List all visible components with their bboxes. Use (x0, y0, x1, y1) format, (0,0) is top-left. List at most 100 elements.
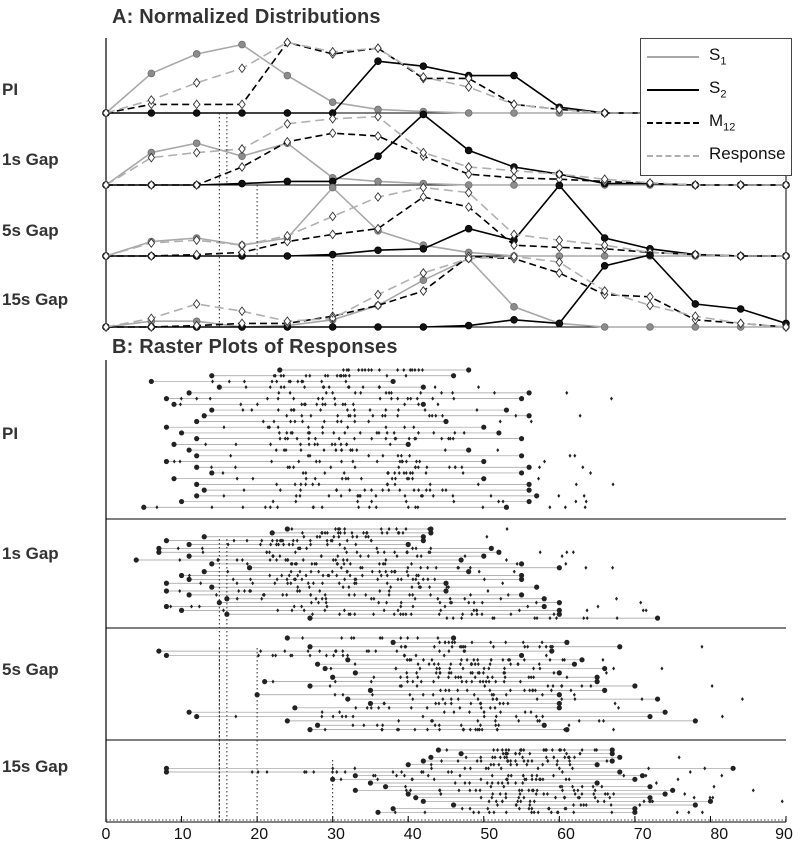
raster-response-1s-gap-18-7 (448, 596, 452, 601)
raster-response-5s-gap-18-3 (320, 714, 324, 719)
raster-response-pi-20-5 (299, 482, 303, 487)
raster-trial-start-1s-gap-2 (201, 534, 207, 540)
raster-response-pi-16-6 (339, 459, 343, 464)
raster-response-15s-gap-11-15 (530, 788, 534, 793)
raster-response-1s-gap-11-8 (378, 569, 382, 574)
raster-response-pi-5-0 (396, 396, 400, 401)
raster-response-15s-gap-9-1 (453, 781, 457, 785)
raster-response-1s-gap-17-15 (309, 592, 313, 597)
raster-trial-end-5s-gap-21 (564, 727, 570, 733)
raster-response-5s-gap-18-2 (351, 714, 355, 719)
raster-response-1s-gap-8-0 (240, 558, 244, 562)
raster-response-15s-gap-12-1 (592, 792, 596, 796)
point-s2-5s-gap-5 (328, 250, 337, 259)
raster-response-1s-gap-22-15 (401, 612, 405, 617)
raster-response-5s-gap-16-6 (387, 705, 391, 710)
raster-response-1s-gap-23-8 (533, 616, 537, 621)
raster-response-5s-gap-3-10 (333, 649, 337, 654)
raster-trial-end-pi-9 (443, 418, 449, 425)
raster-response-1s-gap-17-14 (285, 592, 289, 597)
raster-response-1s-gap-15-0 (447, 585, 451, 590)
raster-response-pi-7-0 (423, 408, 427, 413)
raster-response-pi-5-6 (195, 396, 199, 401)
raster-response-pi-13-13 (406, 442, 410, 447)
raster-response-5s-gap-4-5 (442, 653, 446, 658)
raster-trial-end-15s-gap-3 (609, 758, 615, 764)
raster-response-5s-gap-1-4 (504, 640, 508, 645)
row-label-1s-a: 1s Gap (2, 150, 59, 169)
raster-trial-end-pi-5 (518, 396, 525, 402)
raster-response-5s-gap-6-9 (516, 662, 520, 667)
raster-response-5s-gap-10-0 (419, 679, 423, 684)
raster-trial-start-1s-gap-17 (186, 592, 192, 598)
raster-response-1s-gap-19-6 (472, 600, 476, 605)
raster-response-5s-gap-16-1 (617, 705, 621, 710)
raster-response-pi-17-3 (447, 465, 451, 470)
raster-response-5s-gap-10-15 (464, 679, 468, 684)
raster-response-5s-gap-10-8 (470, 679, 474, 684)
point-s2-15s-gap-13 (691, 300, 700, 308)
raster-response-pi-14-7 (349, 448, 353, 453)
raster-response-15s-gap-3-14 (506, 759, 510, 763)
raster-response-5s-gap-6-5 (473, 662, 477, 667)
raster-response-15s-gap-13-3 (522, 795, 526, 800)
raster-response-15s-gap-7-13 (521, 773, 525, 778)
raster-response-15s-gap-11-3 (593, 788, 597, 793)
point-response-15s-gap-8 (464, 253, 473, 264)
raster-response-5s-gap-14-4 (411, 697, 415, 702)
point-response-5s-gap-11 (600, 240, 609, 251)
raster-response-1s-gap-23-6 (585, 616, 589, 621)
raster-response-1s-gap-14-0 (320, 581, 324, 586)
raster-response-1s-gap-17-8 (323, 592, 327, 597)
raster-response-5s-gap-6-4 (432, 662, 436, 667)
raster-response-5s-gap-15-6 (437, 701, 441, 706)
raster-response-1s-gap-11-17 (512, 569, 516, 574)
raster-response-5s-gap-8-2 (604, 670, 608, 675)
raster-trial-start-pi-13 (171, 441, 177, 447)
raster-response-5s-gap-5-7 (409, 657, 413, 662)
raster-response-1s-gap-8-2 (235, 558, 239, 562)
raster-response-15s-gap-17-15 (423, 810, 427, 815)
raster-response-pi-17-8 (353, 465, 357, 470)
raster-response-15s-gap-13-5 (517, 795, 521, 800)
raster-response-1s-gap-22-0 (480, 612, 484, 617)
raster-response-pi-12-16 (295, 436, 299, 441)
raster-response-1s-gap-22-17 (399, 612, 403, 617)
raster-response-5s-gap-21-11 (397, 727, 401, 732)
raster-response-1s-gap-21-10 (517, 608, 521, 613)
raster-response-pi-19-3 (251, 476, 255, 481)
raster-response-5s-gap-21-12 (380, 727, 384, 732)
raster-response-1s-gap-12-6 (335, 573, 339, 578)
raster-response-pi-19-0 (405, 476, 409, 481)
raster-response-5s-gap-13-3 (408, 692, 412, 697)
raster-response-pi-9-4 (339, 419, 343, 424)
raster-trial-end-5s-gap-10 (594, 679, 600, 685)
raster-response-15s-gap-14-7 (649, 799, 653, 804)
raster-response-pi-20-6 (385, 482, 389, 487)
raster-response-pi-21-15 (387, 488, 391, 493)
raster-response-1s-gap-21-13 (342, 608, 346, 613)
raster-response-1s-gap-8-7 (504, 558, 508, 562)
raster-response-pi-11-12 (385, 430, 389, 435)
raster-response-5s-gap-2-4 (450, 644, 454, 649)
point-response-15s-gap-9 (510, 251, 518, 262)
raster-response-1s-gap-4-11 (325, 542, 329, 547)
raster-response-15s-gap-17-5 (549, 810, 553, 815)
raster-response-pi-17-5 (416, 465, 420, 470)
raster-response-1s-gap-9-14 (564, 561, 568, 566)
raster-response-5s-gap-2-13 (548, 644, 552, 649)
raster-response-1s-gap-9-12 (381, 561, 385, 566)
raster-response-pi-6-8 (343, 402, 347, 407)
raster-response-5s-gap-1-3 (453, 640, 457, 645)
raster-trial-start-5s-gap-11 (307, 683, 313, 689)
raster-response-pi-11-17 (343, 430, 347, 435)
point-m12-1s-gap-4 (283, 136, 292, 147)
raster-response-5s-gap-9-2 (565, 675, 569, 680)
raster-response-5s-gap-17-2 (482, 710, 486, 715)
raster-response-5s-gap-2-12 (526, 644, 530, 649)
x-tick-30: 30 (327, 826, 345, 843)
raster-response-1s-gap-3-11 (275, 538, 279, 543)
raster-response-pi-21-6 (444, 488, 448, 493)
raster-response-5s-gap-5-18 (430, 657, 434, 662)
raster-response-15s-gap-17-7 (492, 810, 496, 815)
